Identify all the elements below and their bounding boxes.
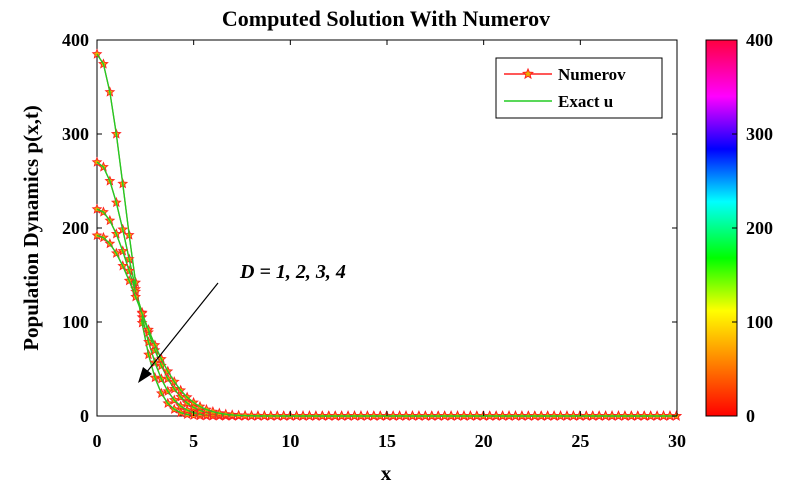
annotation-arrowhead: [138, 367, 152, 383]
annotation-text: D = 1, 2, 3, 4: [239, 261, 346, 283]
x-tick-label: 15: [378, 431, 396, 451]
legend-numerov-label: Numerov: [558, 65, 626, 84]
x-tick-label: 20: [475, 431, 493, 451]
y-tick-label: 0: [80, 406, 89, 426]
legend-star-marker: [522, 67, 534, 80]
chart-title: Computed Solution With Numerov: [222, 6, 550, 31]
y-tick-label: 200: [62, 218, 89, 238]
x-tick-label: 25: [571, 431, 589, 451]
y-tick-label: 300: [62, 124, 89, 144]
colorbar-tick-label: 0: [746, 406, 755, 426]
annotation-arrow: [141, 282, 219, 379]
colorbar-tick-label: 300: [746, 124, 773, 144]
legend-numerov-marker: [522, 67, 534, 80]
legend-box: [495, 57, 663, 119]
y-tick-label: 100: [62, 312, 89, 332]
legend-exact-label: Exact u: [558, 92, 613, 111]
y-axis-label: Population Dynamics p(x,t): [19, 105, 43, 351]
legend: Numerov Exact u: [495, 57, 663, 119]
colorbar-tick-label: 200: [746, 218, 773, 238]
series-numerov-marker: [91, 48, 103, 59]
colorbar: [705, 39, 738, 417]
x-tick-label: 5: [189, 431, 198, 451]
x-tick-label: 10: [281, 431, 299, 451]
colorbar-tick-label: 100: [746, 312, 773, 332]
series-numerov-marker: [91, 229, 103, 241]
y-tick-label: 400: [62, 30, 89, 50]
colorbar-ticks: 0 100 200 300 400: [732, 30, 773, 426]
colorbar-tick-label: 400: [746, 30, 773, 50]
x-axis-label: x: [381, 461, 392, 485]
x-tick-label: 0: [93, 431, 102, 451]
x-tick-label: 30: [668, 431, 686, 451]
